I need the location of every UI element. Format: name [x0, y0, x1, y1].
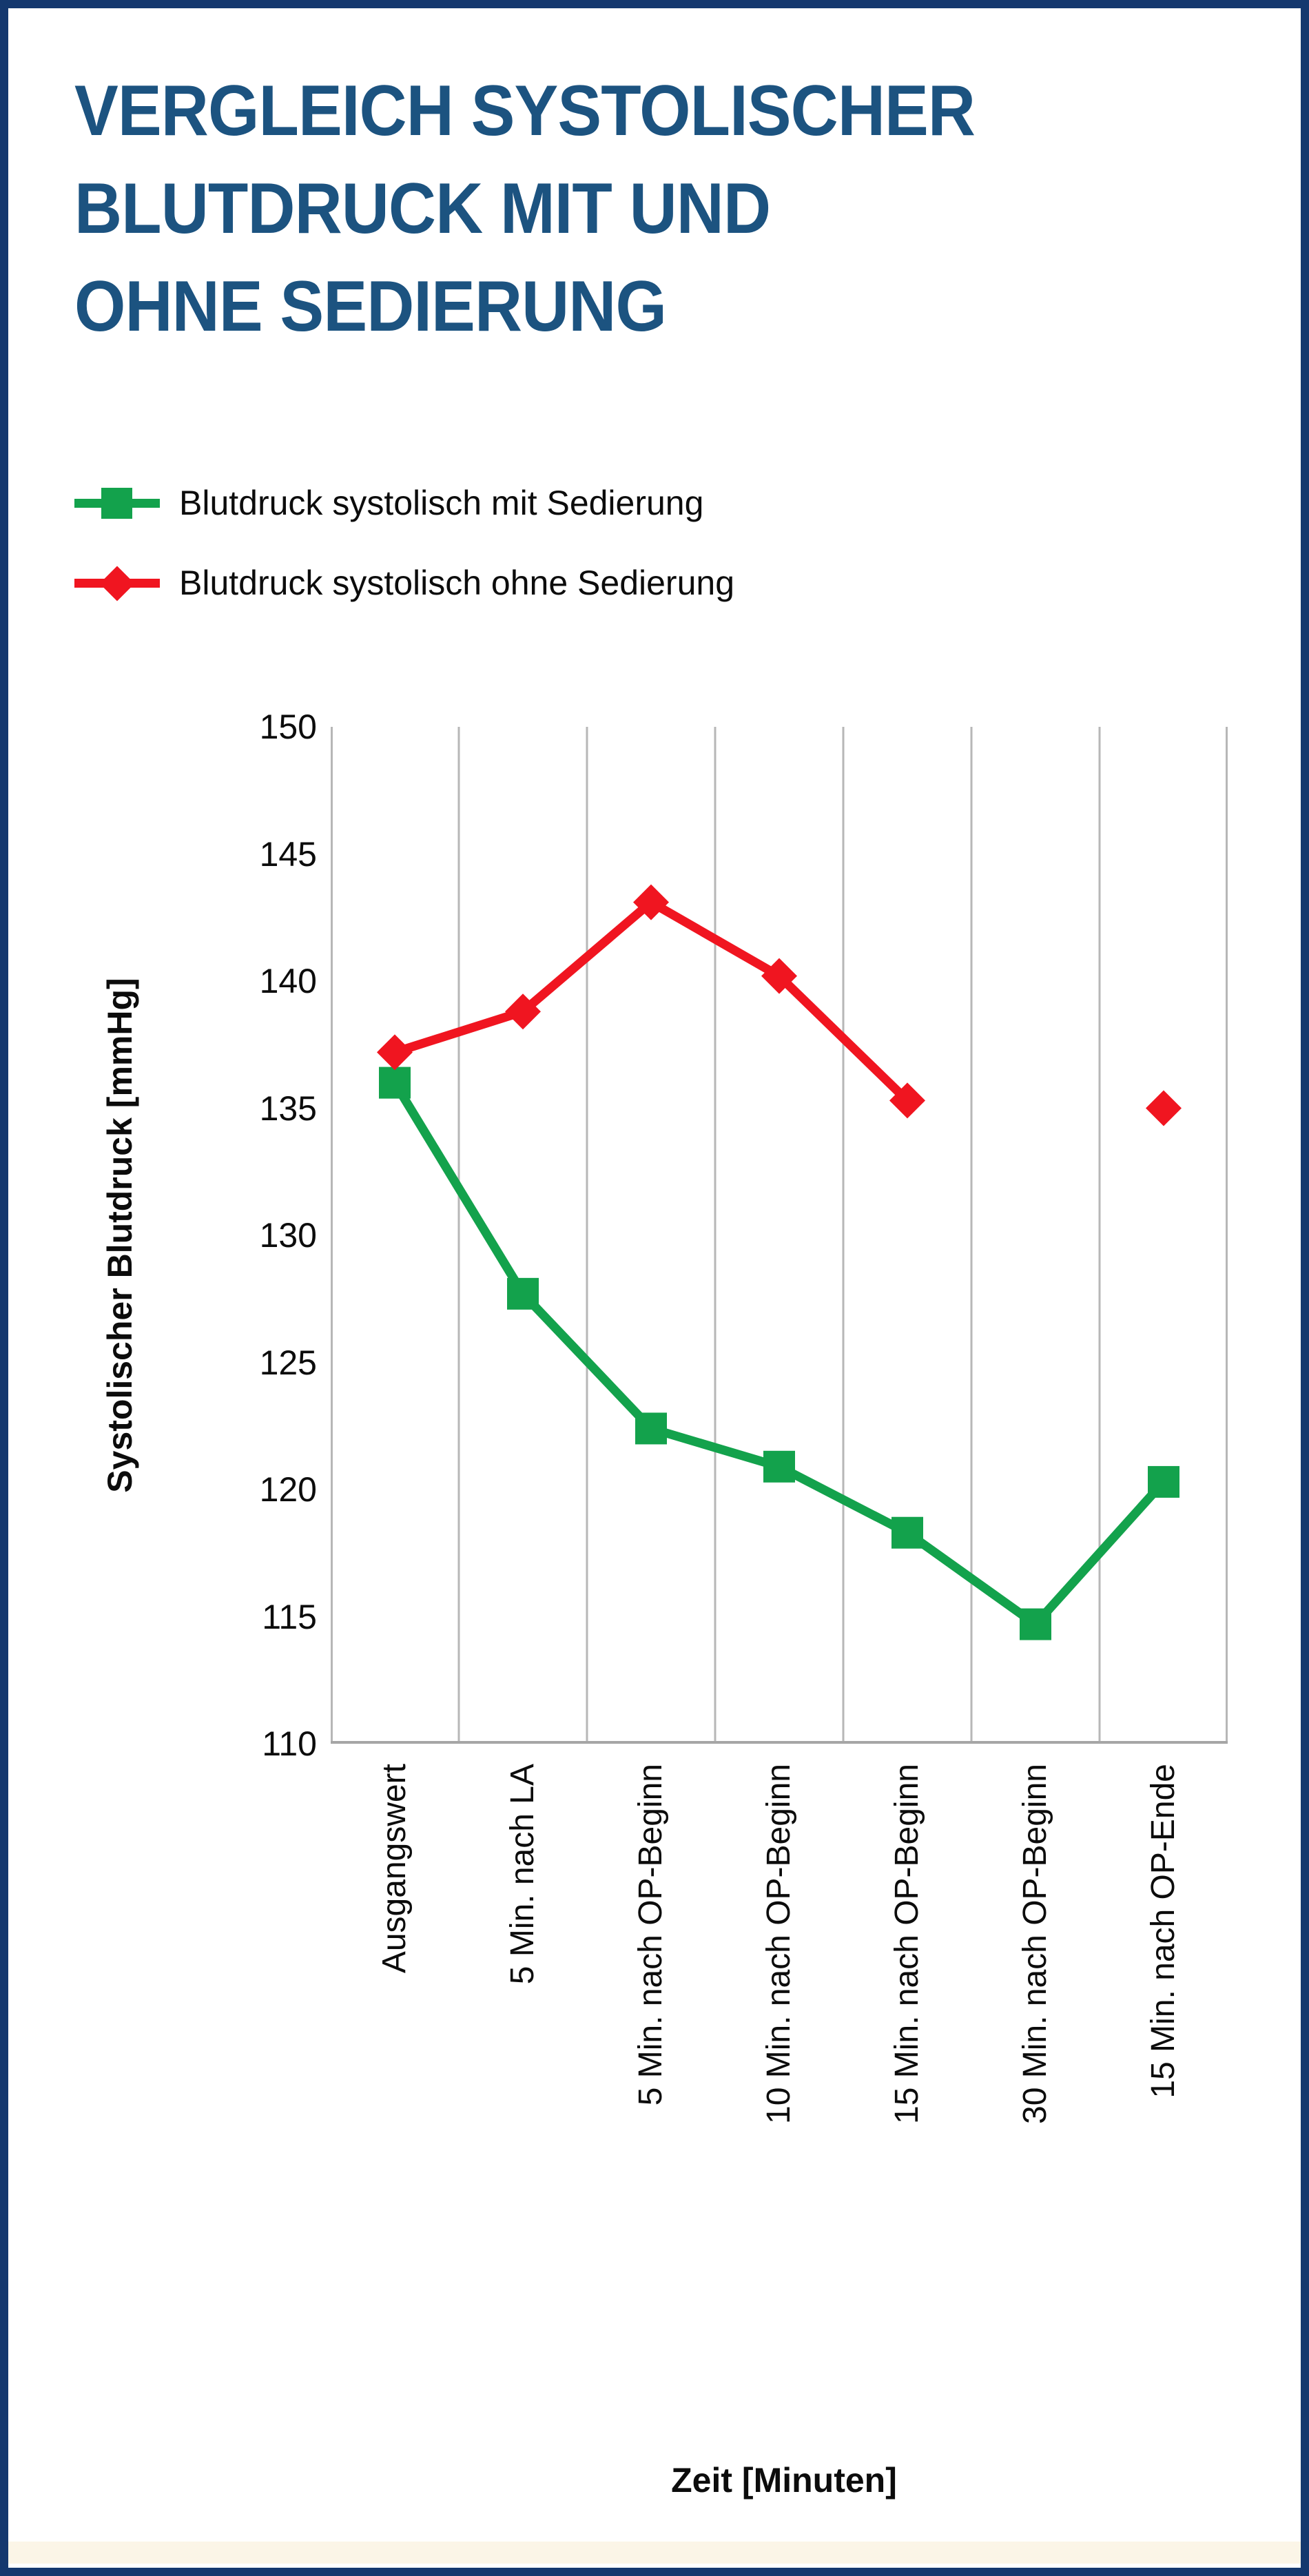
x-category-label: 30 Min. nach OP-Beginn [1017, 1764, 1053, 2124]
y-tick-label: 135 [259, 1089, 317, 1128]
y-tick-label: 150 [259, 708, 317, 746]
series-line-mit-sedierung [390, 1078, 1168, 1629]
page-title-line-2: BLUTDRUCK MIT UND [74, 169, 771, 249]
green-square-swatch [101, 488, 132, 519]
red-diamond-marker-icon [74, 562, 160, 604]
data-point-diamond [505, 993, 541, 1030]
x-category-label: Ausgangswert [376, 1764, 413, 1974]
data-point-diamond [377, 1034, 413, 1071]
data-point-square [507, 1277, 539, 1310]
data-point-diamond [1146, 1090, 1182, 1126]
legend-label: Blutdruck systolisch ohne Sedierung [179, 564, 735, 602]
data-point-square [1148, 1465, 1179, 1498]
page-title-line-3: OHNE SEDIERUNG [74, 267, 667, 347]
data-point-diamond [889, 1082, 925, 1119]
y-tick-label: 140 [259, 962, 317, 1000]
data-point-square [379, 1067, 411, 1099]
page-title-line-1: VERGLEICH SYSTOLISCHER [74, 71, 976, 151]
y-tick-label: 115 [262, 1597, 317, 1636]
data-point-square [1020, 1608, 1051, 1640]
y-tick-label: 130 [259, 1216, 317, 1255]
data-point-square [763, 1450, 795, 1483]
x-category-label: 10 Min. nach OP-Beginn [761, 1764, 797, 2124]
bottom-accent-strip [8, 2542, 1301, 2564]
chart-plot-area [331, 727, 1228, 1744]
legend-label: Blutdruck systolisch mit Sedierung [179, 484, 704, 522]
y-tick-label: 145 [259, 834, 317, 874]
data-point-diamond [633, 884, 669, 920]
red-diamond-swatch [99, 566, 135, 601]
y-tick-label: 110 [262, 1724, 317, 1763]
data-point-diamond [761, 958, 797, 994]
x-category-label: 5 Min. nach OP-Beginn [632, 1764, 669, 2106]
chart-legend: Blutdruck systolisch mit Sedierung Blutd… [74, 482, 734, 642]
y-tick-label: 120 [259, 1470, 317, 1509]
x-axis-title: Zeit [Minuten] [671, 2461, 897, 2500]
page-title: VERGLEICH SYSTOLISCHER BLUTDRUCK MIT UND… [74, 62, 1053, 356]
series-line-ohne-sedierung [390, 898, 912, 1105]
x-category-label: 15 Min. nach OP-Beginn [889, 1764, 925, 2124]
chart-canvas [331, 727, 1228, 1744]
data-point-square [635, 1412, 667, 1445]
data-point-square [891, 1516, 923, 1549]
y-tick-label: 125 [259, 1343, 317, 1382]
legend-item-mit-sedierung: Blutdruck systolisch mit Sedierung [74, 482, 734, 524]
legend-item-ohne-sedierung: Blutdruck systolisch ohne Sedierung [74, 562, 734, 604]
green-square-marker-icon [74, 482, 160, 524]
x-category-label: 5 Min. nach LA [504, 1764, 541, 1985]
x-category-label: 15 Min. nach OP-Ende [1145, 1764, 1182, 2099]
